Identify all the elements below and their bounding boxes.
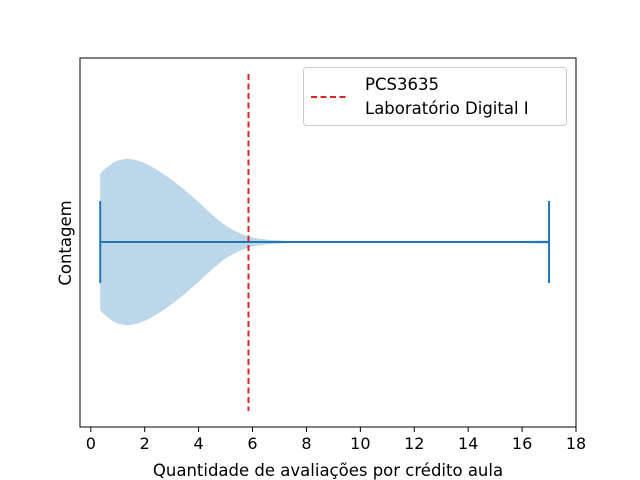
x-tick-label: 6 [247,434,257,453]
x-tick-label: 0 [86,434,96,453]
y-axis-label: Contagem [56,200,75,285]
legend-label-line-1: PCS3635 [365,75,439,94]
x-tick-label: 14 [458,434,478,453]
legend-box [303,67,567,126]
x-tick-label: 16 [512,434,532,453]
plot-area-frame [79,57,577,428]
x-axis-label: Quantidade de avaliações por crédito aul… [153,461,503,480]
x-tick-label: 4 [194,434,204,453]
x-tick-label: 18 [566,434,586,453]
x-axis-ticks: 0 2 4 6 8 10 12 14 16 18 [86,427,586,453]
x-tick-label: 8 [301,434,311,453]
x-tick-label: 2 [140,434,150,453]
legend: PCS3635 Laboratório Digital I [303,67,567,126]
x-tick-label: 10 [350,434,370,453]
x-tick-label: 12 [404,434,424,453]
legend-label-line-2: Laboratório Digital I [365,99,529,118]
